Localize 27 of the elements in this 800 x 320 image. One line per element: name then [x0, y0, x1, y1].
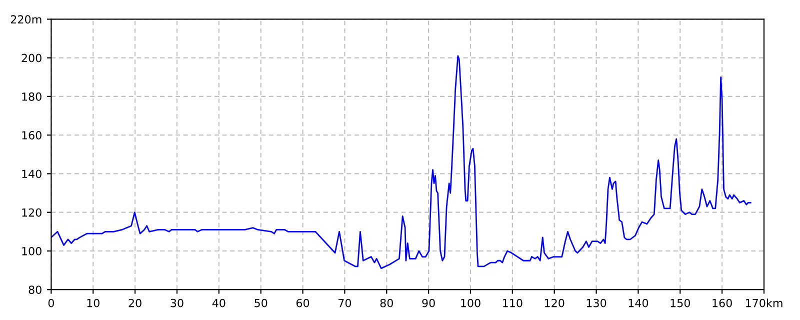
x-tick-label: 90 [422, 298, 435, 308]
y-tick-label: 220m [10, 15, 42, 24]
y-tick-label: 140 [22, 170, 42, 178]
y-tick-label: 100 [22, 246, 42, 256]
y-tick-label: 160 [22, 131, 42, 140]
y-tick-label: 120 [22, 208, 42, 217]
x-tick-label: 40 [212, 298, 226, 308]
x-tick-label: 80 [380, 298, 393, 308]
x-tick-label: 100 [461, 298, 480, 308]
x-tick-label: 0 [48, 298, 54, 308]
x-tick-label: 130 [586, 298, 606, 308]
x-tick-label: 160 [712, 298, 732, 308]
x-tick-label: 170km [746, 298, 782, 308]
x-tick-label: 110 [503, 298, 522, 308]
line-series [51, 55, 752, 270]
y-tick-label: 200 [22, 54, 42, 62]
x-tick-label: 150 [670, 298, 690, 308]
x-tick-label: 50 [254, 298, 268, 308]
x-tick-label: 140 [628, 298, 648, 308]
x-tick-label: 70 [338, 298, 352, 308]
x-tick-label: 10 [87, 298, 100, 308]
y-tick-label: 180 [22, 92, 42, 101]
x-tick-label: 120 [544, 298, 564, 308]
x-tick-label: 60 [296, 298, 310, 308]
x-tick-label: 30 [170, 298, 184, 308]
y-tick-label: 80 [28, 286, 42, 294]
x-tick-label: 20 [128, 298, 142, 308]
